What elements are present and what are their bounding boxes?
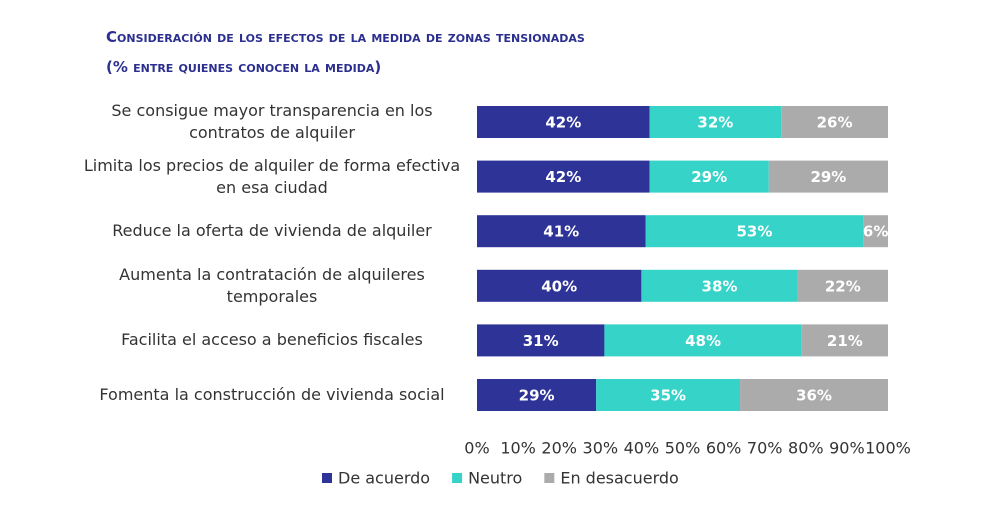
data-label: 38% (702, 277, 738, 295)
y-tick-label: Fomenta la construcción de vivienda soci… (99, 385, 445, 404)
y-tick-label: Se consigue mayor transparencia en los c… (111, 101, 433, 142)
legend-label: De acuerdo (338, 469, 430, 488)
x-tick-label: 40% (624, 439, 660, 458)
legend-label: En desacuerdo (560, 469, 679, 488)
bar-segment (863, 215, 888, 248)
data-label: 26% (817, 114, 853, 132)
chart-subtitle: (% entre quienes conocen la medida) (106, 58, 382, 76)
bar-segment (649, 160, 769, 193)
data-label: 31% (523, 332, 559, 350)
x-tick-label: 30% (583, 439, 619, 458)
data-label: 29% (691, 168, 727, 186)
bar-segment (641, 269, 798, 302)
data-label: 6% (863, 223, 888, 241)
bar-segment (596, 379, 741, 411)
data-label: 40% (541, 277, 577, 295)
bar-segment (740, 379, 888, 411)
y-tick-label: Facilita el acceso a beneficios fiscales (121, 330, 423, 350)
data-label: 29% (810, 168, 846, 186)
bar-segment (801, 324, 888, 357)
legend-swatch (544, 473, 555, 483)
x-tick-label: 0% (464, 439, 489, 458)
x-tick-label: 20% (541, 439, 577, 458)
bar-segment (477, 324, 605, 357)
x-tick-label: 60% (706, 439, 742, 458)
bar-segment (604, 324, 802, 357)
y-tick-label: Limita los precios de alquiler de forma … (83, 155, 461, 197)
bar-segment (477, 215, 646, 248)
data-label: 35% (650, 387, 686, 405)
bar-segment (477, 160, 650, 193)
data-label: 53% (736, 223, 772, 241)
data-label: 36% (796, 387, 832, 405)
x-tick-label: 50% (665, 439, 701, 458)
legend-swatch (322, 473, 332, 483)
bar-segment (781, 106, 888, 138)
data-label: 22% (825, 277, 861, 295)
bar-segment (649, 106, 782, 138)
chart-title: Consideración de los efectos de la medid… (106, 28, 585, 46)
x-tick-label: 70% (747, 439, 783, 458)
bar-segment (645, 215, 864, 248)
data-label: 41% (543, 223, 579, 241)
y-tick-label: Reduce la oferta de vivienda de alquiler (112, 221, 432, 241)
x-tick-label: 100% (865, 439, 911, 458)
x-tick-label: 10% (500, 439, 536, 458)
data-label: 42% (545, 168, 581, 186)
x-tick-label: 80% (788, 439, 824, 458)
data-label: 21% (827, 332, 863, 350)
bar-segment (477, 269, 642, 302)
y-tick-label: Aumenta la contratación de alquileres te… (119, 264, 425, 306)
legend-label: Neutro (468, 469, 522, 488)
bar-segment (477, 379, 597, 411)
data-label: 48% (685, 332, 721, 350)
bar-segment (768, 160, 888, 193)
data-label: 42% (545, 114, 581, 132)
bar-segment (477, 106, 650, 138)
bar-segment (797, 269, 888, 302)
data-label: 32% (697, 114, 733, 132)
data-label: 29% (519, 387, 555, 405)
x-tick-label: 90% (829, 439, 865, 458)
legend-swatch (452, 473, 463, 483)
